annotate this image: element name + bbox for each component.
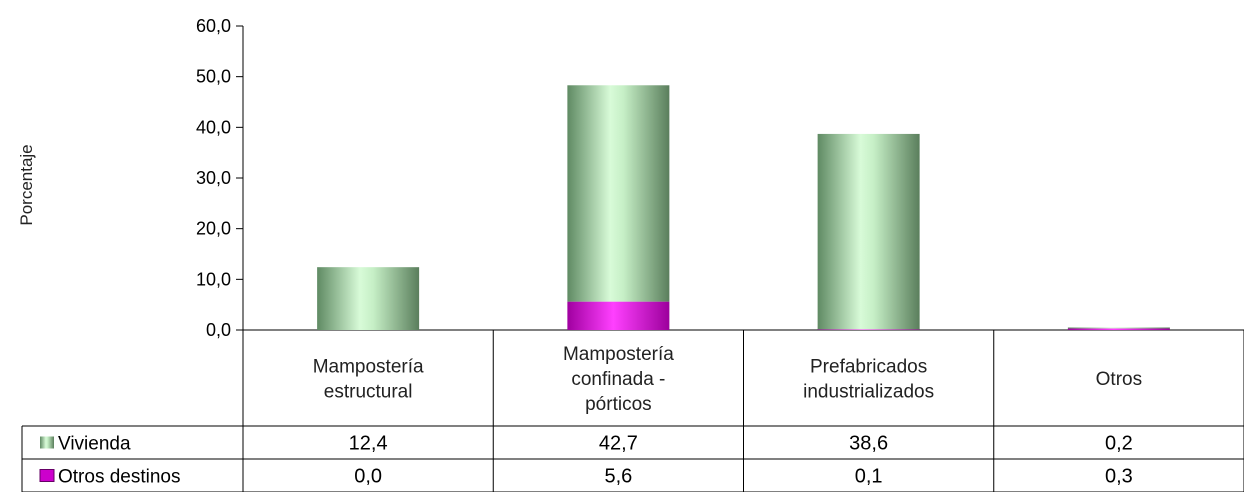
table-cell-value: 0,0 (354, 466, 382, 488)
legend-label: Otros destinos (58, 467, 181, 488)
bar-vivienda (817, 133, 920, 330)
y-tick-label: 50,0 (196, 67, 231, 87)
bar-otros-destinos (567, 301, 670, 330)
bar-otros-destinos (1067, 328, 1170, 330)
category-label: Mampostería (313, 357, 424, 378)
y-tick-label: 10,0 (196, 269, 231, 289)
bar-vivienda (317, 267, 420, 330)
category-label: Prefabricados (810, 357, 927, 378)
bars (317, 85, 1170, 330)
category-label: Mampostería (563, 344, 674, 365)
table-cell-value: 0,2 (1105, 433, 1133, 455)
table-cell-value: 5,6 (604, 466, 632, 488)
category-label: estructural (324, 382, 413, 403)
table-cell-value: 0,3 (1105, 466, 1133, 488)
legend-key (39, 469, 55, 482)
bar-vivienda (1067, 327, 1170, 329)
category-label: pórticos (585, 394, 652, 415)
y-tick-label: 0,0 (206, 320, 231, 340)
legend-label: Vivienda (58, 434, 131, 455)
table-cell-value: 38,6 (849, 433, 888, 455)
table-cell-value: 0,1 (855, 466, 883, 488)
legend-key (40, 436, 54, 449)
y-tick-label: 40,0 (196, 117, 231, 137)
bar-otros-destinos (817, 329, 920, 330)
category-label: Otros (1096, 369, 1142, 390)
data-table: Mampostería estructural Mampostería confina… (21, 330, 1244, 492)
category-label: industrializados (803, 382, 934, 403)
category-label: confinada - (571, 369, 665, 390)
table-cell-value: 12,4 (349, 433, 388, 455)
y-tick-label: 30,0 (196, 168, 231, 188)
y-tick-label: 20,0 (196, 219, 231, 239)
y-axis-title: Porcentaje (17, 144, 36, 225)
y-tick-label: 60,0 (196, 16, 231, 36)
table-cell-value: 42,7 (599, 433, 638, 455)
bar-vivienda (567, 85, 670, 302)
